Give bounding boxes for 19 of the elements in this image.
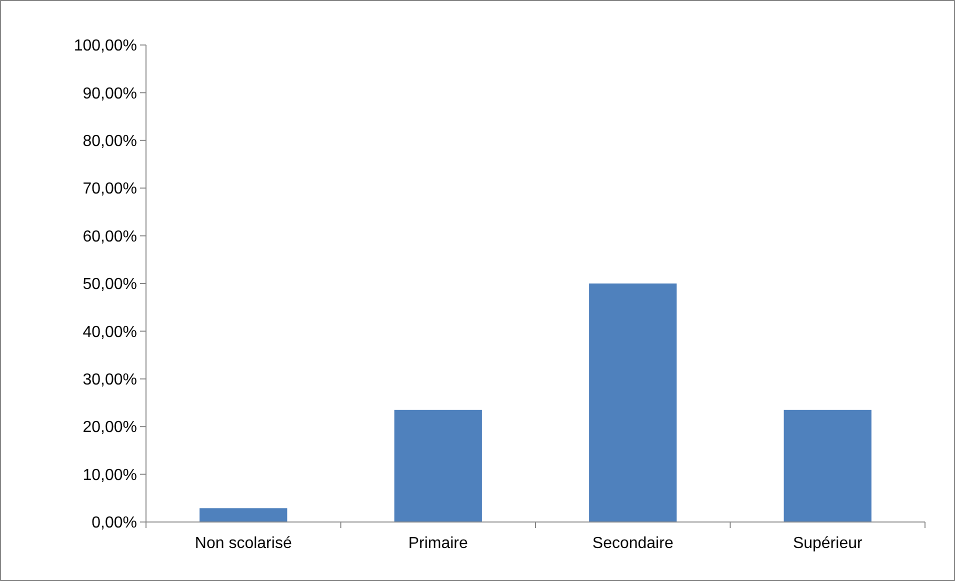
x-tick-label: Primaire bbox=[408, 535, 468, 552]
y-tick-label: 100,00% bbox=[74, 38, 137, 55]
bar bbox=[394, 410, 482, 522]
x-tick-label: Non scolarisé bbox=[194, 535, 292, 552]
y-tick-label: 0,00% bbox=[92, 514, 137, 532]
bar bbox=[589, 284, 677, 522]
y-tick-label: 40,00% bbox=[82, 324, 137, 341]
y-tick-label: 10,00% bbox=[82, 466, 137, 484]
y-tick-label: 50,00% bbox=[82, 276, 137, 294]
y-tick-label: 70,00% bbox=[82, 180, 137, 198]
y-tick-label: 90,00% bbox=[82, 85, 137, 102]
y-tick-label: 20,00% bbox=[82, 419, 137, 436]
bar bbox=[200, 508, 288, 522]
y-tick-label: 80,00% bbox=[82, 133, 137, 150]
y-tick-label: 60,00% bbox=[82, 228, 137, 246]
y-tick-label: 30,00% bbox=[82, 372, 137, 388]
x-tick-label: Secondaire bbox=[592, 535, 674, 552]
bar bbox=[784, 410, 872, 522]
x-tick-label: Supérieur bbox=[792, 535, 863, 552]
